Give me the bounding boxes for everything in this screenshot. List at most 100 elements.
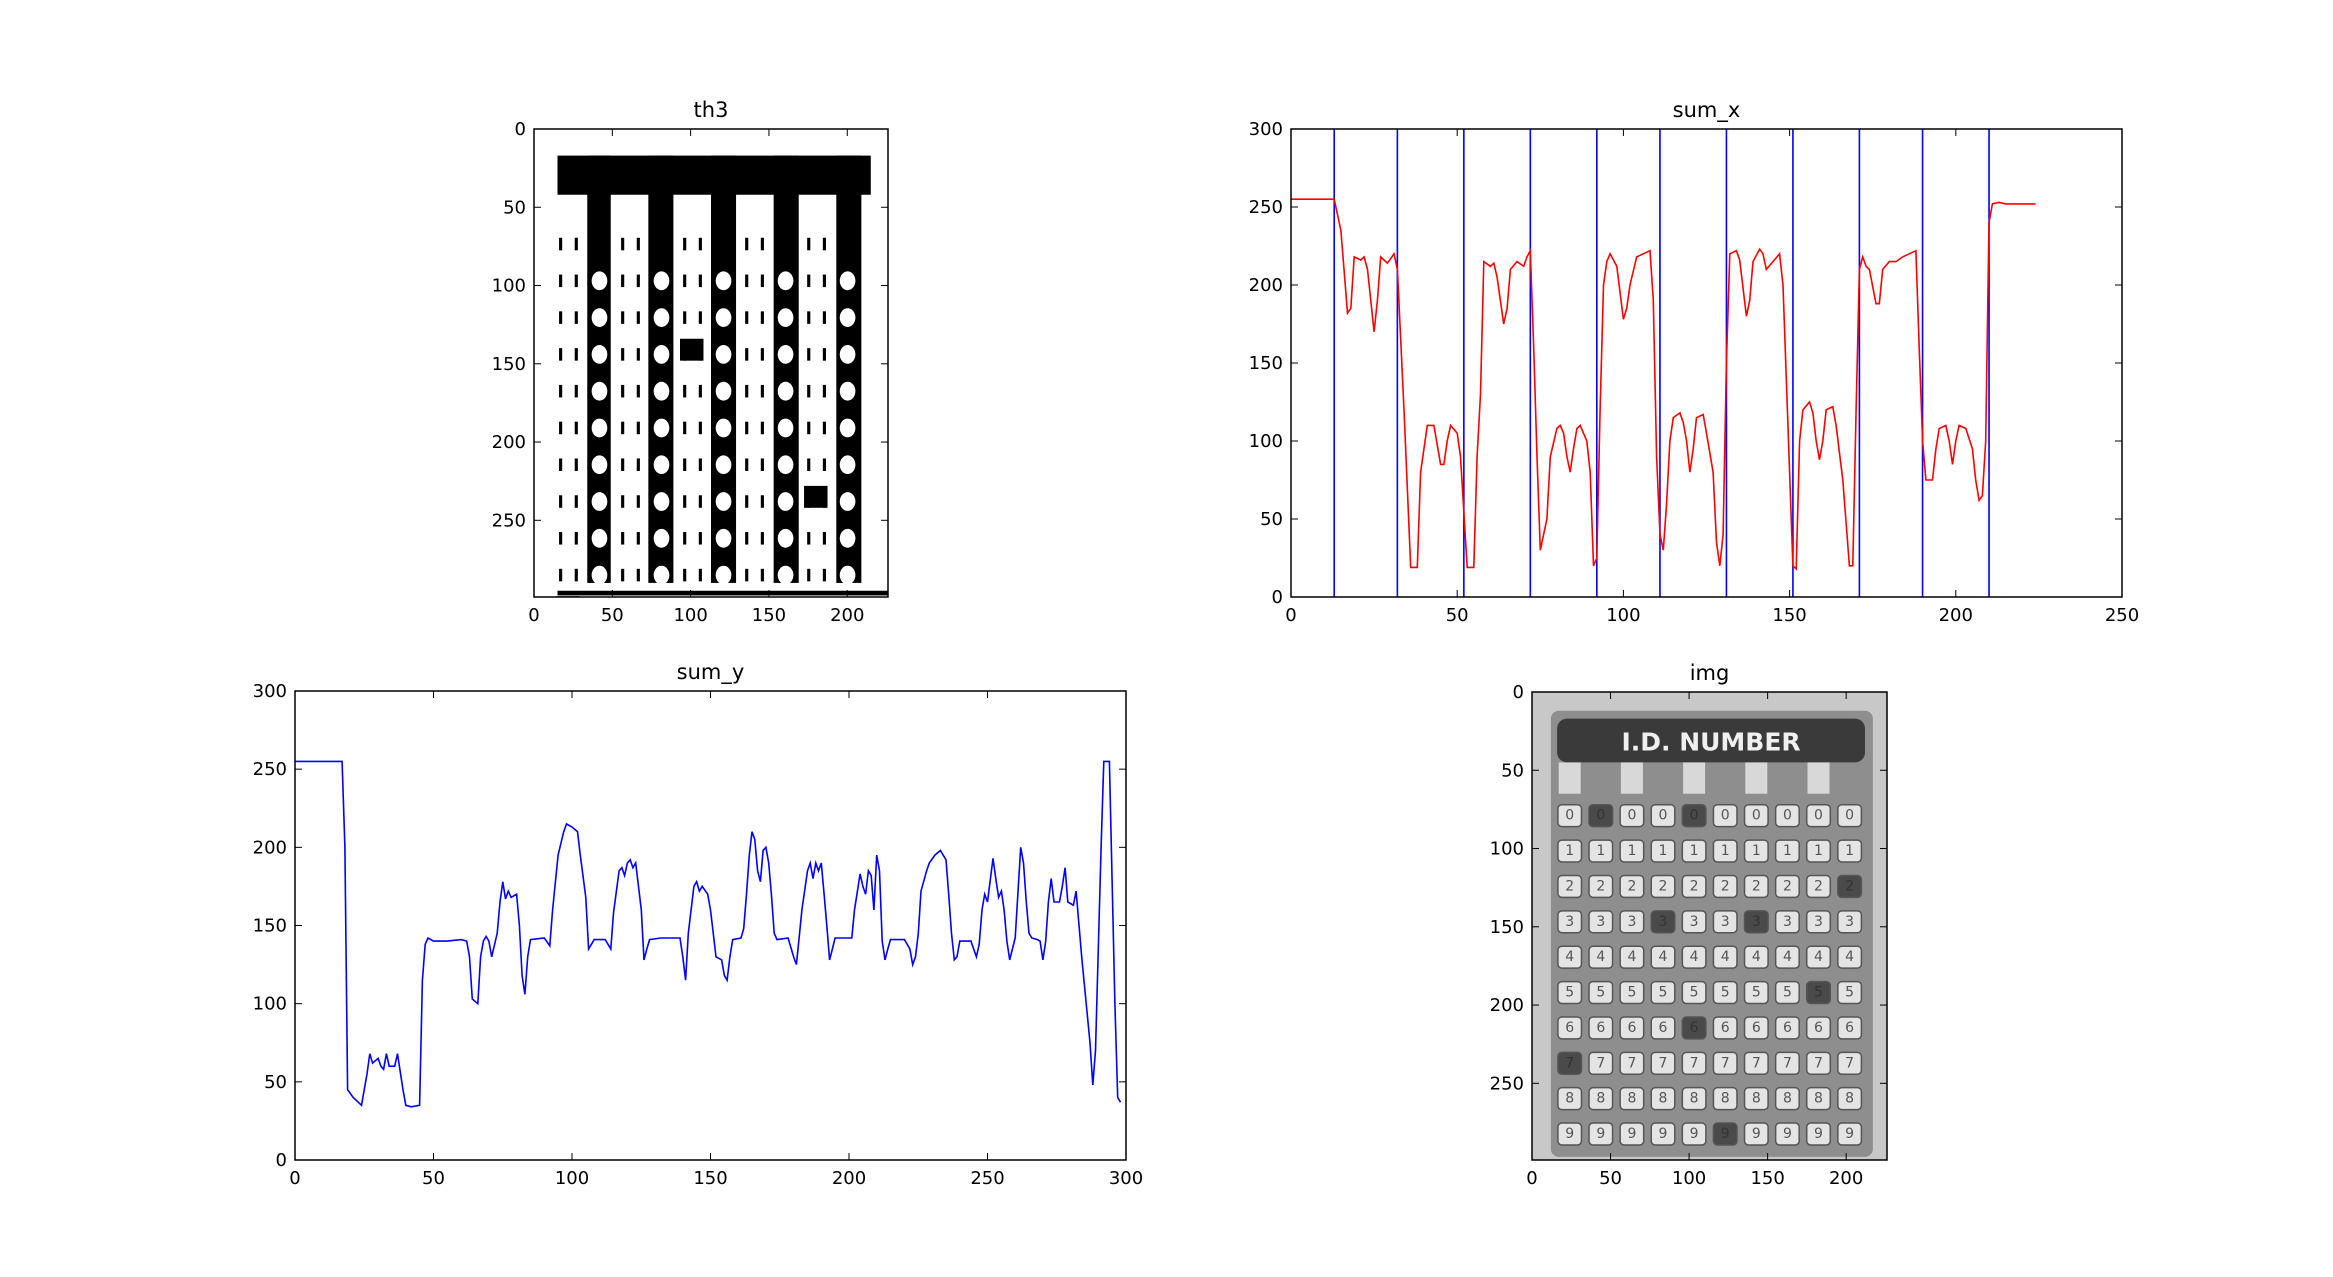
image-blob: [555, 596, 580, 597]
image-header-text: I.D. NUMBER: [1621, 728, 1800, 757]
image-bubble: [1588, 1086, 1614, 1111]
image-bubble: [1681, 1086, 1707, 1111]
subplot: th3 0 50 100 150 200 0 50 100 150 200 250: [492, 98, 889, 626]
image-digit: 2: [1783, 878, 1792, 894]
image-blob: [807, 568, 811, 582]
image-blob: [653, 418, 670, 438]
y-tick-label: 250: [253, 759, 287, 780]
x-tick-label: 100: [1606, 605, 1640, 626]
image-digit: 6: [1814, 1020, 1823, 1036]
image-blob: [636, 384, 640, 398]
axes-frame: [533, 128, 889, 598]
image-blob: [621, 274, 625, 288]
image-bubble: [1681, 980, 1707, 1005]
image-bubble: [1774, 839, 1800, 863]
image-bubble: [1805, 1016, 1832, 1040]
y-tick-label: 250: [1490, 1073, 1524, 1094]
x-tick-label: 50: [422, 1168, 445, 1189]
y-tick-label: 250: [1249, 197, 1283, 218]
image-bubble: [1743, 803, 1769, 828]
image-bubble: [1712, 1051, 1738, 1075]
image-bubble: [1743, 1122, 1769, 1146]
image-blob: [574, 274, 578, 288]
image-blob: [683, 532, 687, 545]
image-blob: [683, 274, 687, 288]
image-bubble: [1650, 874, 1676, 899]
image-blob: [653, 492, 670, 511]
image-blob: [807, 421, 811, 435]
image-bubble: [1805, 945, 1832, 969]
image-bubble: [1681, 910, 1707, 934]
image-digit: 3: [1596, 914, 1605, 930]
subplot: sum_x 0 50 100 150 200 250 0 50 100 150 200 250 300: [1249, 98, 2140, 626]
image-bubble: [1712, 945, 1738, 969]
image-digit: 8: [1721, 1091, 1730, 1107]
image-blob: [591, 565, 608, 585]
image-blob: [591, 492, 608, 511]
image-bubble: [1557, 1051, 1583, 1075]
image-bubble: [1837, 980, 1863, 1005]
image-bubble: [1557, 1122, 1583, 1146]
image-bubble: [1805, 1122, 1832, 1146]
image-blob: [559, 458, 563, 471]
image-blob: [822, 311, 826, 324]
image-bubble: [1681, 1051, 1707, 1075]
image-blob: [777, 381, 794, 401]
y-tick-label: 50: [1260, 509, 1283, 530]
image-digit: 8: [1565, 1091, 1574, 1107]
image-blob: [807, 348, 811, 361]
x-tick-label: 0: [289, 1168, 300, 1189]
image-blob: [559, 348, 563, 361]
image-digit: 2: [1845, 878, 1854, 894]
image-bubble: [1837, 945, 1863, 969]
image-blob: [591, 418, 608, 438]
x-tick-label: 100: [555, 1168, 589, 1189]
image-digit: 2: [1659, 878, 1668, 894]
image-digit: 7: [1814, 1055, 1823, 1071]
y-tick-label: 150: [253, 916, 287, 937]
image-blob: [822, 568, 826, 582]
image-digit: 3: [1783, 914, 1792, 930]
image-bubble: [1774, 980, 1800, 1005]
image-blob: [574, 568, 578, 582]
image-digit: 8: [1659, 1091, 1668, 1107]
image-blob: [777, 455, 794, 475]
image-blob: [777, 271, 794, 291]
image-digit: 3: [1659, 914, 1668, 930]
image-blob: [636, 458, 640, 471]
image-bubble: [1774, 1016, 1800, 1040]
image-bubble: [1619, 1122, 1645, 1146]
image-bubble: [1743, 839, 1769, 863]
image-bubble: [1774, 910, 1800, 934]
image-digit: 9: [1690, 1126, 1699, 1142]
image-blob: [683, 458, 687, 471]
image-blob: [822, 274, 826, 288]
image-digit: 4: [1565, 949, 1574, 965]
x-tick-label: 200: [1829, 1168, 1863, 1189]
image-bubble: [1588, 980, 1614, 1005]
image-bubble: [1619, 1051, 1645, 1075]
image-digit: 1: [1627, 843, 1636, 859]
y-tick-label: 50: [264, 1072, 287, 1093]
image-blob: [621, 458, 625, 471]
image-bubble: [1837, 1051, 1863, 1075]
image-blob: [653, 455, 670, 475]
image-strip: [557, 590, 888, 596]
image-bubble: [1837, 1086, 1863, 1111]
subplot-title: sum_x: [1673, 98, 1741, 123]
image-blob: [653, 308, 670, 327]
image-blob: [683, 237, 687, 251]
image-blob: [822, 237, 826, 251]
image-blob: [621, 421, 625, 435]
y-tick-label: 0: [276, 1150, 287, 1171]
image-bubble: [1743, 945, 1769, 969]
image-column: [1620, 762, 1643, 794]
image-bubble: [1588, 1122, 1614, 1146]
image-bubble: [1805, 874, 1832, 899]
image-digit: 3: [1845, 914, 1854, 930]
data-line: [295, 760, 1122, 1108]
image-blob: [559, 311, 563, 324]
image-bubble: [1588, 1016, 1614, 1040]
image-blob: [698, 274, 702, 288]
